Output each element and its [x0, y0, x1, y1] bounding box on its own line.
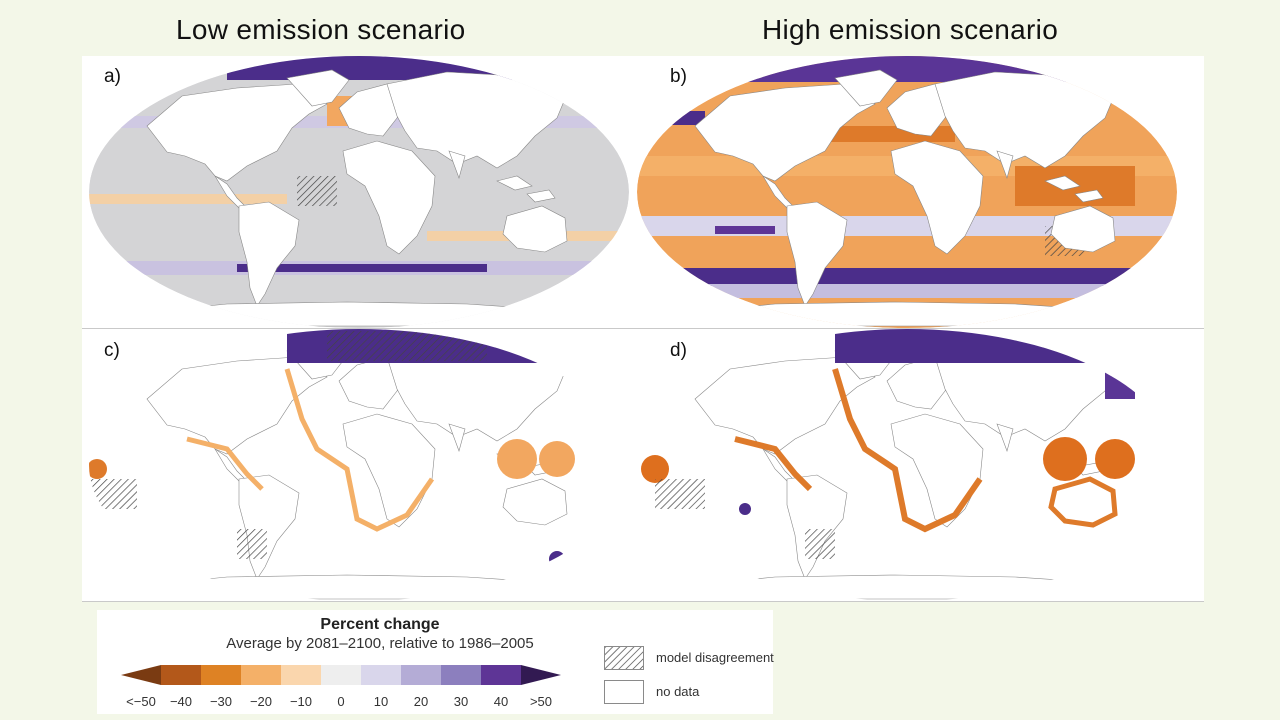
legend-swatch [241, 665, 281, 685]
no-data-swatch [604, 680, 644, 704]
map-panel-b [637, 56, 1177, 328]
legend-swatch [121, 665, 161, 685]
row-divider [82, 328, 1204, 329]
legend-tick-label: 20 [413, 694, 429, 709]
map-panel-d [637, 329, 1177, 601]
legend-swatch [481, 665, 521, 685]
legend-tick-label: 40 [493, 694, 509, 709]
low-emission-title: Low emission scenario [176, 14, 466, 45]
panel-label-d: d) [670, 340, 687, 361]
legend-swatch [401, 665, 441, 685]
panel-label-c: c) [104, 340, 120, 361]
map-panel-a [89, 56, 629, 328]
legend-swatch [361, 665, 401, 685]
legend-tick-label: −40 [169, 694, 193, 709]
legend-tick-label: −30 [209, 694, 233, 709]
panel-label-a: a) [104, 66, 121, 87]
high-emission-title: High emission scenario [762, 14, 1059, 45]
legend-title: Percent change [320, 616, 440, 633]
legend-tick-label: −20 [249, 694, 273, 709]
legend-tick-label: >50 [529, 694, 553, 709]
panel-label-b: b) [670, 66, 687, 87]
model-disagreement-swatch [604, 646, 644, 670]
legend: Percent change Average by 2081–2100, rel… [97, 610, 773, 714]
legend-swatch [201, 665, 241, 685]
legend-tick-label: 0 [337, 694, 345, 709]
legend-subtitle: Average by 2081–2100, relative to 1986–2… [226, 635, 534, 652]
legend-swatch [281, 665, 321, 685]
legend-swatch [321, 665, 361, 685]
no-data-label: no data [656, 684, 700, 699]
legend-swatch [441, 665, 481, 685]
legend-tick-label: 30 [453, 694, 469, 709]
legend-colorbar [121, 665, 561, 685]
legend-swatch [161, 665, 201, 685]
legend-swatch [521, 665, 561, 685]
legend-tick-label: <−50 [126, 694, 156, 709]
map-panel-c [89, 329, 629, 601]
model-disagreement-label: model disagreement [656, 650, 774, 665]
legend-tick-label: −10 [289, 694, 313, 709]
bottom-divider [82, 601, 1204, 602]
legend-tick-label: 10 [373, 694, 389, 709]
